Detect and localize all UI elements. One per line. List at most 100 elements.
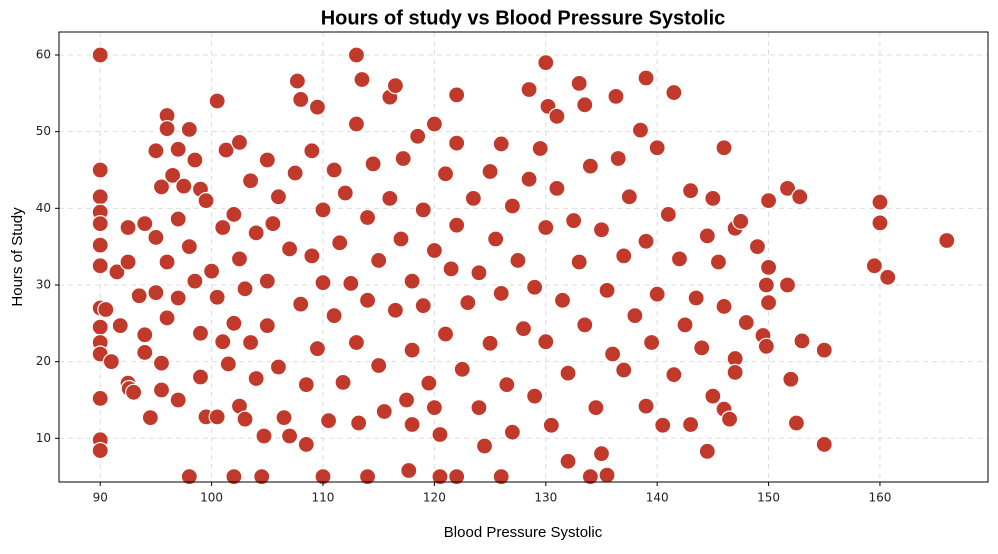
y-tick-label: 60 bbox=[36, 47, 51, 61]
point bbox=[236, 280, 254, 298]
point bbox=[186, 151, 204, 169]
point bbox=[386, 301, 405, 319]
point bbox=[258, 272, 276, 290]
point bbox=[91, 46, 109, 64]
point bbox=[681, 182, 700, 200]
point bbox=[626, 307, 644, 325]
point bbox=[492, 284, 510, 303]
point bbox=[498, 376, 516, 394]
point bbox=[791, 188, 809, 206]
point bbox=[208, 408, 226, 426]
point bbox=[325, 307, 343, 325]
point bbox=[470, 399, 488, 417]
point bbox=[203, 262, 221, 280]
point bbox=[576, 316, 594, 334]
point bbox=[169, 391, 187, 409]
y-tick-label: 40 bbox=[36, 201, 51, 215]
point bbox=[236, 410, 254, 428]
point bbox=[464, 189, 482, 207]
point bbox=[97, 300, 115, 319]
point bbox=[225, 468, 243, 486]
point bbox=[350, 414, 368, 432]
point bbox=[169, 210, 187, 228]
point bbox=[394, 149, 412, 168]
point bbox=[609, 149, 627, 168]
point bbox=[392, 230, 410, 248]
point bbox=[693, 339, 711, 357]
point bbox=[364, 155, 382, 173]
y-axis-label: Hours of Study bbox=[9, 207, 26, 307]
point bbox=[253, 468, 271, 486]
x-tick-label: 120 bbox=[423, 491, 446, 505]
point bbox=[425, 241, 443, 260]
point bbox=[358, 208, 377, 227]
point bbox=[386, 77, 405, 95]
point bbox=[297, 376, 315, 394]
point bbox=[620, 188, 638, 206]
point bbox=[687, 289, 705, 307]
grid bbox=[59, 32, 988, 482]
point bbox=[514, 320, 533, 338]
point bbox=[759, 192, 778, 210]
point bbox=[592, 221, 611, 239]
point bbox=[342, 274, 360, 293]
point bbox=[436, 165, 455, 183]
x-axis-label: Blood Pressure Systolic bbox=[444, 524, 603, 541]
point bbox=[475, 437, 494, 455]
point bbox=[381, 189, 399, 207]
point bbox=[247, 224, 265, 242]
point bbox=[570, 74, 588, 92]
point bbox=[526, 387, 544, 405]
point bbox=[91, 188, 109, 206]
point bbox=[442, 260, 460, 278]
point bbox=[871, 193, 889, 211]
point bbox=[169, 289, 187, 307]
point bbox=[704, 189, 722, 207]
point bbox=[297, 435, 315, 454]
point bbox=[347, 46, 366, 64]
point bbox=[241, 333, 260, 352]
point bbox=[503, 197, 521, 215]
point bbox=[531, 139, 549, 158]
point bbox=[230, 250, 249, 268]
point bbox=[314, 201, 332, 219]
point bbox=[111, 317, 129, 335]
point bbox=[698, 442, 716, 460]
point bbox=[91, 161, 109, 179]
point bbox=[604, 345, 622, 363]
x-tick-label: 150 bbox=[757, 491, 780, 505]
point bbox=[487, 230, 505, 248]
point bbox=[208, 288, 226, 306]
point bbox=[180, 120, 198, 138]
point bbox=[147, 142, 165, 160]
point bbox=[292, 295, 310, 313]
plot-frame bbox=[58, 31, 989, 483]
point bbox=[676, 316, 694, 334]
point bbox=[180, 238, 198, 256]
point bbox=[91, 318, 109, 336]
point bbox=[269, 358, 288, 376]
point bbox=[448, 134, 466, 152]
point bbox=[648, 285, 666, 303]
point bbox=[286, 164, 304, 182]
point bbox=[642, 333, 661, 352]
point bbox=[759, 294, 778, 312]
point bbox=[241, 172, 260, 190]
chart-title: Hours of study vs Blood Pressure Systoli… bbox=[321, 7, 726, 29]
point bbox=[292, 90, 310, 109]
point bbox=[136, 215, 154, 233]
point bbox=[757, 276, 775, 294]
point bbox=[559, 452, 577, 470]
point bbox=[520, 170, 538, 188]
point bbox=[347, 333, 366, 352]
point bbox=[542, 416, 560, 434]
point bbox=[715, 297, 733, 316]
points bbox=[91, 46, 956, 486]
point bbox=[414, 297, 432, 315]
point bbox=[225, 314, 243, 332]
point bbox=[219, 355, 237, 373]
point bbox=[938, 231, 956, 250]
point bbox=[637, 397, 655, 415]
point bbox=[280, 240, 299, 258]
